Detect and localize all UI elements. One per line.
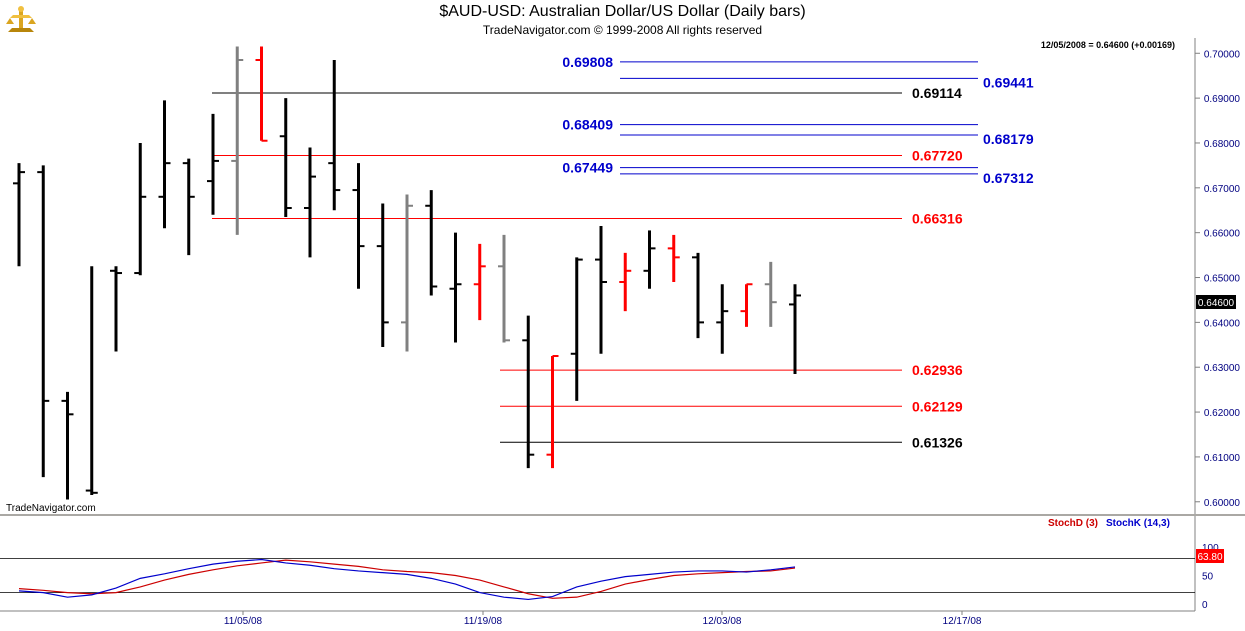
watermark: TradeNavigator.com	[6, 503, 96, 514]
ohlc-bar	[207, 113, 219, 215]
price-bars	[13, 46, 801, 500]
level-label: 0.66316	[912, 210, 963, 226]
stoch-value-box	[1196, 549, 1224, 563]
ohlc-bar	[764, 261, 777, 327]
ohlc-bar	[643, 230, 656, 289]
price-tick-label: 0.68000	[1204, 139, 1241, 150]
chart-subtitle: TradeNavigator.com © 1999-2008 All right…	[482, 23, 763, 37]
ohlc-bar	[352, 163, 365, 289]
ohlc-bar	[37, 165, 50, 478]
level-label: 0.68179	[983, 131, 1034, 147]
ohlc-bar	[279, 98, 292, 217]
ohlc-bar	[401, 194, 413, 352]
ohlc-bar	[425, 190, 438, 296]
stoch-plot-area	[0, 516, 1195, 611]
date-tick-label: 11/05/08	[224, 616, 263, 627]
ohlc-bar	[182, 158, 195, 256]
level-label: 0.67449	[562, 160, 613, 176]
date-ticks: 11/05/08 11/19/08 12/03/08 12/17/08	[224, 611, 982, 627]
ohlc-bar	[328, 60, 341, 211]
ohlc-bar	[498, 234, 510, 343]
ohlc-bar	[231, 46, 244, 235]
level-label: 0.69808	[562, 54, 613, 70]
ohlc-bar	[61, 391, 74, 500]
ohlc-bar	[595, 225, 607, 354]
stoch-value-label: 63.80	[1197, 552, 1222, 563]
date-tick-label: 12/03/08	[703, 616, 742, 627]
date-tick-label: 11/19/08	[464, 616, 503, 627]
stoch-k-legend: StochK (14,3)	[1106, 518, 1170, 529]
stoch-series-line	[18, 559, 796, 599]
level-label: 0.62936	[912, 362, 963, 378]
ohlc-bar	[546, 355, 559, 469]
level-label: 0.62129	[912, 398, 963, 414]
chart-header: $AUD-USD: Australian Dollar/US Dollar (D…	[0, 0, 1245, 38]
stoch-tick-label: 100	[1202, 543, 1219, 554]
level-label: 0.69114	[912, 85, 962, 101]
ohlc-bar	[255, 46, 268, 142]
level-label: 0.68409	[562, 117, 613, 133]
stoch-axis-area	[1195, 516, 1245, 611]
price-tick-label: 0.62000	[1204, 408, 1241, 419]
ohlc-bar	[473, 243, 486, 321]
price-axis-area	[1195, 38, 1245, 514]
date-tick-label: 12/17/08	[943, 616, 982, 627]
ohlc-bar	[667, 234, 680, 283]
ohlc-bar	[692, 252, 704, 339]
price-tick-label: 0.63000	[1204, 363, 1241, 374]
level-label: 0.67312	[983, 170, 1034, 186]
price-tick-label: 0.60000	[1204, 498, 1241, 509]
ohlc-bar	[570, 257, 583, 401]
fib-levels: 0.69808 0.69441 0.69114 0.68409 0.68179 0.677…	[212, 54, 1034, 450]
ohlc-bar	[158, 100, 171, 229]
price-tick-label: 0.61000	[1204, 453, 1241, 464]
ohlc-bar	[740, 283, 753, 327]
ohlc-bar	[522, 315, 535, 469]
trade-navigator-logo	[4, 4, 38, 36]
stoch-tick-label: 50	[1202, 572, 1214, 583]
ohlc-bar	[85, 266, 98, 496]
price-y-ticks: 0.70000 0.69000 0.68000 0.67000 0.66000 0.650…	[1195, 49, 1240, 509]
chart-title: $AUD-USD: Australian Dollar/US Dollar (D…	[439, 3, 806, 20]
price-tick-label: 0.66000	[1204, 229, 1241, 240]
ohlc-bar	[619, 252, 632, 312]
price-tick-label: 0.65000	[1204, 274, 1241, 285]
ohlc-bar	[304, 147, 316, 258]
ohlc-bar	[449, 232, 462, 343]
current-price-box	[1196, 295, 1236, 309]
ohlc-bar	[376, 203, 389, 348]
date-axis-area	[0, 611, 1245, 631]
stoch-series-line	[18, 558, 796, 601]
level-label: 0.69441	[983, 74, 1034, 90]
price-tick-label: 0.67000	[1204, 184, 1241, 195]
ohlc-bar	[134, 142, 147, 276]
ohlc-bar	[716, 284, 729, 354]
stoch-d-legend: StochD (3)	[1048, 518, 1098, 529]
ohlc-bar	[13, 163, 25, 267]
last-bar-info: 12/05/2008 = 0.64600 (+0.00169)	[1041, 40, 1175, 50]
ohlc-bar	[789, 284, 801, 374]
price-plot-area	[0, 38, 1195, 514]
ohlc-bar	[110, 266, 122, 352]
stochastic-lines: 100 50 0	[0, 543, 1219, 611]
level-label: 0.61326	[912, 434, 963, 450]
level-label: 0.67720	[912, 148, 963, 164]
price-tick-label: 0.70000	[1204, 49, 1241, 60]
current-price-label: 0.64600	[1198, 298, 1235, 309]
price-tick-label: 0.64000	[1204, 318, 1241, 329]
price-tick-label: 0.69000	[1204, 94, 1241, 105]
stoch-tick-label: 0	[1202, 600, 1208, 611]
